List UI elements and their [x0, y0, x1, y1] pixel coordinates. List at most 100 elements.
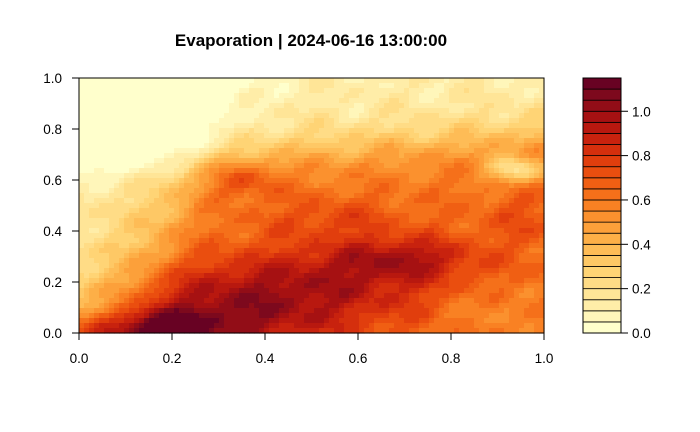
heatmap-cell: [129, 253, 135, 259]
heatmap-cell: [294, 138, 300, 144]
heatmap-cell: [179, 163, 185, 169]
heatmap-cell: [389, 78, 395, 84]
heatmap-cell: [304, 183, 310, 189]
heatmap-cell: [474, 168, 480, 174]
colorbar-level: [582, 77, 622, 90]
heatmap-cell: [449, 263, 455, 269]
heatmap-cell: [179, 188, 185, 194]
heatmap-cell: [254, 258, 260, 264]
heatmap-cell: [249, 298, 255, 304]
heatmap-cell: [454, 288, 460, 294]
heatmap-cell: [404, 143, 410, 149]
heatmap-cell: [404, 203, 410, 209]
heatmap-cell: [309, 253, 315, 259]
heatmap-cell: [449, 83, 455, 89]
heatmap-cell: [334, 308, 340, 314]
heatmap-cell: [169, 193, 175, 199]
heatmap-cell: [344, 278, 350, 284]
heatmap-cell: [499, 103, 505, 109]
heatmap-cell: [269, 288, 275, 294]
heatmap-cell: [194, 263, 200, 269]
heatmap-cell: [374, 88, 380, 94]
heatmap-cell: [189, 148, 195, 154]
heatmap-cell: [519, 98, 525, 104]
heatmap-cell: [499, 158, 505, 164]
heatmap-cell: [489, 128, 495, 134]
heatmap-cell: [464, 113, 470, 119]
heatmap-cell: [184, 223, 190, 229]
heatmap-cell: [249, 303, 255, 309]
heatmap-cell: [349, 83, 355, 89]
heatmap-cell: [149, 103, 155, 109]
heatmap-cell: [374, 168, 380, 174]
heatmap-cell: [334, 238, 340, 244]
heatmap-cell: [154, 163, 160, 169]
heatmap-cell: [139, 278, 145, 284]
heatmap-cell: [224, 318, 230, 324]
heatmap-cell: [444, 98, 450, 104]
heatmap-cell: [344, 133, 350, 139]
heatmap-cell: [429, 253, 435, 259]
heatmap-cell: [219, 308, 225, 314]
heatmap-cell: [299, 143, 305, 149]
heatmap-cell: [144, 173, 150, 179]
heatmap-cell: [539, 298, 545, 304]
heatmap-cell: [404, 303, 410, 309]
heatmap-cell: [204, 198, 210, 204]
heatmap-cell: [439, 108, 445, 114]
heatmap-cell: [99, 223, 105, 229]
heatmap-cell: [354, 203, 360, 209]
heatmap-cell: [104, 78, 110, 84]
heatmap-cell: [324, 128, 330, 134]
heatmap-cell: [324, 328, 330, 334]
heatmap-cell: [359, 293, 365, 299]
heatmap-cell: [254, 293, 260, 299]
heatmap-cell: [444, 103, 450, 109]
heatmap-cell: [194, 133, 200, 139]
heatmap-cell: [394, 313, 400, 319]
heatmap-cell: [379, 258, 385, 264]
heatmap-cell: [519, 208, 525, 214]
heatmap-cell: [319, 248, 325, 254]
heatmap-cell: [474, 293, 480, 299]
heatmap-cell: [449, 133, 455, 139]
heatmap-cell: [454, 93, 460, 99]
heatmap-cell: [244, 243, 250, 249]
heatmap-cell: [164, 153, 170, 159]
heatmap-cell: [269, 318, 275, 324]
heatmap-cell: [479, 158, 485, 164]
heatmap-cell: [344, 313, 350, 319]
heatmap-cell: [219, 258, 225, 264]
heatmap-cell: [219, 318, 225, 324]
heatmap-cell: [394, 218, 400, 224]
heatmap-cell: [139, 143, 145, 149]
heatmap-cell: [114, 283, 120, 289]
heatmap-cell: [364, 123, 370, 129]
heatmap-cell: [139, 223, 145, 229]
heatmap-cell: [364, 248, 370, 254]
heatmap-cell: [104, 213, 110, 219]
heatmap-cell: [174, 228, 180, 234]
heatmap-cell: [409, 188, 415, 194]
heatmap-cell: [359, 278, 365, 284]
heatmap-cell: [284, 228, 290, 234]
heatmap-cell: [404, 198, 410, 204]
heatmap-cell: [314, 303, 320, 309]
heatmap-cell: [109, 208, 115, 214]
heatmap-cell: [324, 223, 330, 229]
heatmap-cell: [169, 283, 175, 289]
heatmap-cell: [369, 263, 375, 269]
heatmap-cell: [439, 83, 445, 89]
heatmap-cell: [474, 193, 480, 199]
heatmap-cell: [454, 193, 460, 199]
heatmap-cell: [299, 243, 305, 249]
heatmap-cell: [384, 163, 390, 169]
heatmap-cell: [229, 153, 235, 159]
heatmap-cell: [184, 323, 190, 329]
heatmap-cell: [99, 88, 105, 94]
heatmap-cell: [214, 228, 220, 234]
heatmap-cell: [449, 233, 455, 239]
heatmap-cell: [354, 118, 360, 124]
heatmap-cell: [409, 178, 415, 184]
heatmap-cell: [454, 153, 460, 159]
